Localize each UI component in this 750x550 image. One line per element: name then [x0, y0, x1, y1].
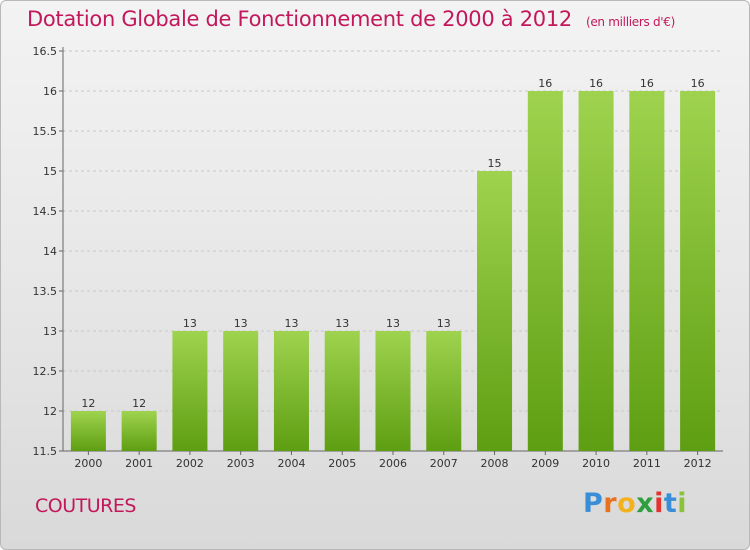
- x-tick-label: 2011: [633, 457, 661, 470]
- y-tick-label: 15: [43, 165, 57, 178]
- y-tick-label: 14.5: [33, 205, 58, 218]
- bar: [477, 171, 513, 451]
- bar: [121, 411, 157, 451]
- proxiti-logo: Proxiti: [583, 488, 687, 519]
- logo-letter: t: [663, 488, 678, 519]
- logo-letter: i: [654, 488, 664, 519]
- logo-letter: i: [677, 488, 688, 519]
- bar: [70, 411, 106, 451]
- y-tick-label: 11.5: [33, 445, 58, 458]
- bar: [426, 331, 462, 451]
- bar: [172, 331, 208, 451]
- x-tick-label: 2004: [277, 457, 305, 470]
- bar: [324, 331, 360, 451]
- x-tick-label: 2005: [328, 457, 356, 470]
- bar: [629, 91, 665, 451]
- x-tick-label: 2009: [531, 457, 559, 470]
- y-tick-label: 13: [43, 325, 57, 338]
- bar: [223, 331, 259, 451]
- logo-letter: r: [603, 488, 618, 519]
- logo-letter: x: [636, 488, 655, 519]
- unit-note: (en milliers d'€): [585, 15, 675, 29]
- x-tick-label: 2008: [481, 457, 509, 470]
- data-label: 13: [335, 317, 349, 330]
- logo-letter: P: [583, 488, 604, 519]
- data-label: 16: [691, 77, 705, 90]
- y-tick-label: 14: [43, 245, 57, 258]
- y-tick-label: 13.5: [33, 285, 58, 298]
- bar: [680, 91, 716, 451]
- chart-title: Dotation Globale de Fonctionnement de 20…: [27, 7, 675, 31]
- data-label: 16: [640, 77, 654, 90]
- data-label: 13: [183, 317, 197, 330]
- y-tick-label: 16.5: [33, 45, 58, 58]
- data-label: 13: [234, 317, 248, 330]
- data-label: 16: [538, 77, 552, 90]
- x-tick-label: 2012: [684, 457, 712, 470]
- x-tick-label: 2002: [176, 457, 204, 470]
- x-tick-label: 2003: [227, 457, 255, 470]
- y-tick-label: 16: [43, 85, 57, 98]
- data-label: 13: [437, 317, 451, 330]
- x-tick-label: 2007: [430, 457, 458, 470]
- x-tick-label: 2006: [379, 457, 407, 470]
- bar: [527, 91, 563, 451]
- x-tick-label: 2001: [125, 457, 153, 470]
- commune-name: COUTURES: [35, 495, 136, 517]
- bar: [273, 331, 309, 451]
- bar: [578, 91, 614, 451]
- x-tick-label: 2010: [582, 457, 610, 470]
- bar: [375, 331, 411, 451]
- y-tick-label: 12: [43, 405, 57, 418]
- data-label: 13: [284, 317, 298, 330]
- data-label: 15: [488, 157, 502, 170]
- data-label: 12: [81, 397, 95, 410]
- logo-letter: o: [617, 488, 637, 519]
- y-tick-label: 15.5: [33, 125, 58, 138]
- chart-title-text: Dotation Globale de Fonctionnement de 20…: [27, 7, 572, 31]
- y-tick-label: 12.5: [33, 365, 58, 378]
- data-label: 12: [132, 397, 146, 410]
- x-tick-label: 2000: [74, 457, 102, 470]
- data-label: 16: [589, 77, 603, 90]
- data-label: 13: [386, 317, 400, 330]
